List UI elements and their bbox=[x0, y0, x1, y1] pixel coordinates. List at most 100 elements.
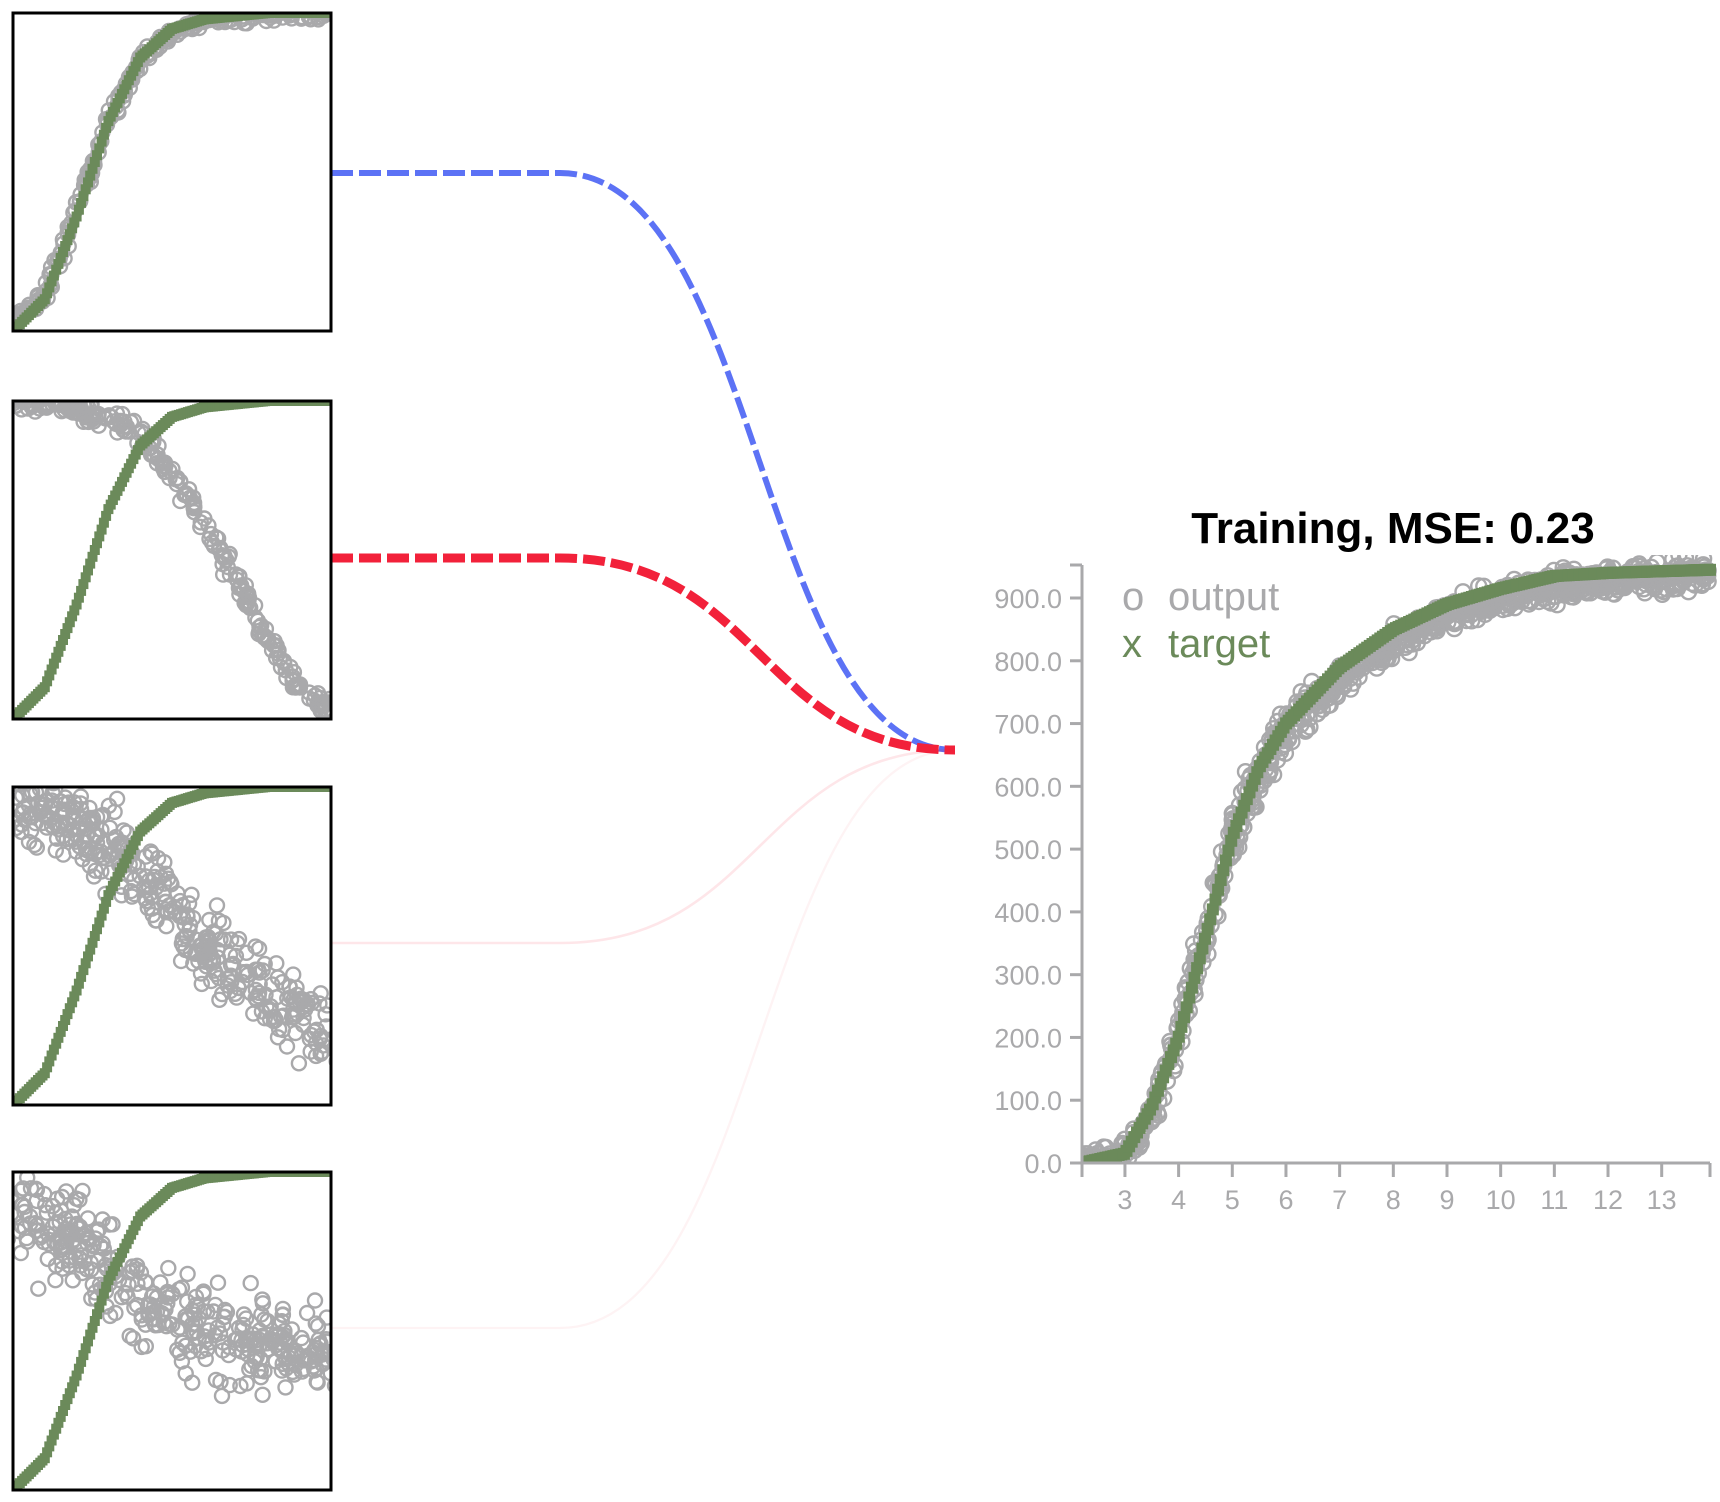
output-point bbox=[1448, 613, 1466, 631]
output-point bbox=[179, 1265, 196, 1283]
output-point bbox=[187, 1288, 205, 1306]
output-point bbox=[1368, 659, 1386, 677]
output-point bbox=[293, 13, 310, 27]
target-point bbox=[71, 599, 82, 610]
target-point bbox=[85, 558, 96, 569]
target-point bbox=[89, 545, 100, 555]
target-point bbox=[69, 217, 80, 228]
target-point bbox=[42, 1062, 53, 1073]
target-point bbox=[1206, 903, 1219, 916]
output-point bbox=[65, 803, 82, 821]
target-point bbox=[44, 282, 55, 293]
output-point bbox=[277, 1379, 294, 1396]
output-point bbox=[252, 1368, 270, 1386]
output-point bbox=[13, 787, 28, 793]
neuron-panel-4 bbox=[0, 1170, 350, 1492]
output-point bbox=[336, 1349, 350, 1363]
target-point bbox=[48, 1044, 59, 1055]
output-point bbox=[288, 986, 306, 1003]
output-point bbox=[284, 668, 301, 685]
target-point bbox=[53, 646, 64, 657]
x-tick-label: 7 bbox=[1332, 1185, 1347, 1215]
output-point bbox=[25, 771, 39, 785]
output-point bbox=[137, 1273, 154, 1290]
target-point bbox=[1222, 844, 1235, 857]
output-point bbox=[162, 873, 179, 891]
main-points bbox=[1082, 555, 1717, 1163]
target-point bbox=[60, 1400, 71, 1410]
x-tick-label: 10 bbox=[1486, 1185, 1516, 1215]
target-point bbox=[87, 937, 98, 948]
target-point bbox=[85, 1329, 96, 1340]
panel-frame bbox=[11, 399, 333, 721]
target-point bbox=[44, 1441, 55, 1452]
output-point bbox=[71, 401, 88, 417]
output-point bbox=[174, 1334, 191, 1351]
output-point bbox=[93, 821, 110, 838]
output-point bbox=[194, 948, 212, 966]
target-point bbox=[1175, 1020, 1188, 1033]
output-point bbox=[250, 1361, 267, 1379]
output-point bbox=[21, 766, 35, 780]
output-point bbox=[107, 1304, 124, 1322]
target-point bbox=[92, 1309, 102, 1320]
output-point bbox=[23, 401, 32, 402]
output-point bbox=[326, 1378, 331, 1393]
output-point bbox=[210, 969, 228, 987]
target-point bbox=[80, 184, 91, 195]
output-point bbox=[70, 404, 88, 421]
target-point bbox=[51, 264, 62, 275]
connection-line-4 bbox=[331, 748, 956, 1330]
hidden-neuron-panels bbox=[0, 11, 350, 1492]
output-point bbox=[208, 897, 226, 914]
output-point bbox=[157, 893, 175, 911]
output-point bbox=[312, 985, 329, 1002]
y-tick-label: 400.0 bbox=[994, 898, 1062, 928]
output-point bbox=[39, 771, 53, 785]
output-point bbox=[157, 865, 175, 882]
output-point bbox=[0, 798, 8, 812]
output-point bbox=[143, 845, 161, 862]
output-point bbox=[46, 814, 63, 831]
output-point bbox=[230, 979, 247, 996]
target-point bbox=[89, 1316, 100, 1326]
output-point bbox=[287, 1024, 304, 1042]
output-point bbox=[13, 401, 27, 408]
target-point bbox=[1704, 563, 1716, 576]
target-point bbox=[58, 247, 68, 257]
target-point bbox=[39, 682, 50, 693]
target-point bbox=[96, 1295, 107, 1306]
output-point bbox=[1118, 1160, 1132, 1163]
output-point bbox=[245, 1005, 262, 1022]
output-point bbox=[36, 401, 39, 402]
output-point bbox=[335, 1061, 349, 1075]
output-point bbox=[128, 1261, 146, 1278]
neuron-panel-2 bbox=[11, 399, 333, 721]
target-point bbox=[46, 1050, 57, 1061]
output-point bbox=[61, 1222, 79, 1240]
output-point bbox=[181, 489, 199, 506]
target-point bbox=[48, 270, 59, 281]
output-point bbox=[30, 787, 37, 788]
legend-target-label: target bbox=[1168, 622, 1270, 666]
target-point bbox=[83, 177, 93, 188]
output-point bbox=[227, 947, 245, 965]
output-point bbox=[173, 1353, 191, 1370]
target-point bbox=[76, 585, 87, 596]
output-point bbox=[27, 1214, 44, 1232]
panel-frame bbox=[11, 1170, 333, 1492]
target-point bbox=[94, 531, 105, 542]
output-point bbox=[1542, 594, 1560, 612]
output-point bbox=[306, 1341, 323, 1359]
output-point bbox=[160, 1259, 177, 1277]
output-point bbox=[13, 1232, 17, 1246]
output-point bbox=[0, 1172, 7, 1186]
panel-points bbox=[0, 766, 349, 1105]
output-point bbox=[107, 828, 125, 846]
output-point bbox=[247, 989, 264, 1007]
output-point bbox=[2, 770, 16, 784]
target-point bbox=[67, 611, 78, 622]
target-point bbox=[85, 170, 96, 181]
target-point bbox=[71, 1370, 82, 1381]
output-point bbox=[72, 788, 90, 805]
